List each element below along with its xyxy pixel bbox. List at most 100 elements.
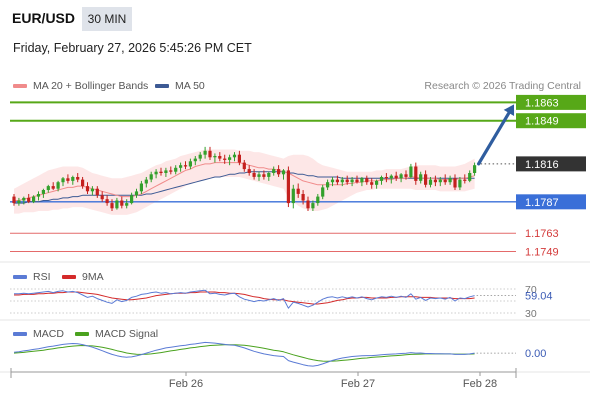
- candle-body-21: [115, 200, 119, 209]
- rsi-legend-swatch: [13, 275, 27, 279]
- price-tag-bg-2: [516, 156, 586, 172]
- candle-body-80: [404, 174, 408, 177]
- candle-body-83: [419, 174, 423, 181]
- candle-body-13: [76, 177, 80, 180]
- candle-body-41: [213, 156, 217, 158]
- candle-body-68: [345, 179, 349, 183]
- timeframe-badge[interactable]: 30 MIN: [82, 7, 132, 31]
- candle-body-45: [232, 154, 237, 158]
- candle-body-82: [414, 166, 418, 181]
- time-axis: Feb 26 Feb 27 Feb 28: [10, 368, 517, 390]
- forecast-arrow-shaft: [477, 111, 511, 166]
- candle-body-19: [105, 199, 109, 204]
- candle-body-50: [257, 174, 261, 177]
- candle-body-27: [144, 179, 148, 184]
- candle-body-2: [22, 197, 26, 201]
- candle-body-39: [203, 150, 207, 155]
- candle-body-60: [306, 200, 310, 209]
- candle-body-73: [370, 182, 374, 185]
- candle-body-85: [428, 179, 433, 185]
- macd-signal-line: [13, 344, 475, 362]
- candle-body-12: [71, 177, 75, 181]
- candle-body-8: [51, 186, 55, 189]
- rsi-last-value: 59.04: [525, 291, 553, 303]
- ma50-legend-swatch: [155, 84, 169, 88]
- candle-body-14: [81, 179, 85, 187]
- candles-layer: [12, 146, 477, 211]
- candle-body-94: [473, 165, 477, 173]
- candle-body-37: [193, 158, 197, 162]
- candle-body-72: [365, 178, 369, 183]
- rsi-ma-legend-label: 9MA: [82, 271, 104, 283]
- price-tag-bg-0: [516, 94, 586, 110]
- price-levels-layer: 1.1863 1.1849 1.1816 1.1787 1.1763 1.1749: [10, 94, 586, 259]
- candle-body-91: [458, 179, 462, 188]
- candle-body-44: [228, 157, 232, 160]
- candle-body-4: [32, 196, 36, 202]
- candle-body-26: [139, 183, 143, 192]
- ma50-legend-label: MA 50: [175, 80, 205, 92]
- candle-body-7: [46, 186, 50, 190]
- candle-body-87: [438, 179, 442, 183]
- candle-body-54: [277, 169, 281, 175]
- candle-body-42: [218, 156, 222, 159]
- candle-body-84: [424, 174, 428, 185]
- forecast-arrow-layer: [477, 104, 515, 166]
- candle-body-70: [355, 179, 359, 183]
- price-tag-bg-3: [516, 194, 586, 210]
- candle-body-69: [350, 179, 354, 183]
- candle-body-57: [291, 188, 295, 204]
- timestamp: Friday, February 27, 2026 5:45:26 PM CET: [13, 41, 252, 55]
- candle-body-75: [379, 177, 384, 181]
- candle-body-17: [95, 188, 99, 196]
- bollinger-band-layer: [14, 149, 475, 215]
- candle-body-33: [174, 167, 178, 172]
- candle-body-56: [286, 170, 290, 204]
- candle-body-53: [272, 169, 276, 173]
- bollinger-band-area: [14, 149, 475, 215]
- price-tag-label-5: 1.1749: [525, 247, 559, 259]
- candle-body-40: [208, 150, 212, 158]
- price-tag-label-1: 1.1849: [525, 116, 559, 128]
- rsi-ref-label-30: 30: [525, 308, 537, 320]
- rsi-line: [14, 289, 475, 309]
- candle-body-23: [125, 203, 129, 206]
- candle-body-6: [41, 190, 45, 194]
- candle-body-11: [66, 178, 70, 181]
- candle-body-51: [262, 174, 266, 177]
- candle-body-5: [36, 194, 41, 197]
- candle-body-16: [90, 188, 94, 192]
- candle-body-0: [12, 196, 16, 204]
- candle-body-18: [100, 195, 104, 200]
- price-tag-label-4: 1.1763: [525, 228, 559, 240]
- rsi-ma-legend-swatch: [62, 275, 76, 279]
- candle-body-30: [159, 171, 163, 173]
- candle-body-77: [389, 175, 393, 179]
- ma20-legend-swatch: [13, 84, 27, 88]
- macd-signal-legend-label: MACD Signal: [95, 328, 159, 340]
- candle-body-64: [326, 182, 330, 188]
- candle-body-58: [296, 188, 300, 194]
- candle-body-31: [164, 170, 168, 173]
- candle-body-61: [311, 203, 315, 209]
- price-tag-label-3: 1.1787: [525, 197, 559, 209]
- candle-body-43: [223, 158, 227, 160]
- candle-body-34: [179, 165, 183, 168]
- candle-body-66: [335, 179, 339, 183]
- candle-body-67: [340, 179, 344, 183]
- candle-body-49: [252, 173, 256, 177]
- candle-body-71: [360, 178, 364, 183]
- candle-body-88: [443, 179, 447, 183]
- rsi-ref-label-70: 70: [525, 284, 537, 296]
- candle-body-20: [110, 203, 114, 209]
- candle-body-28: [149, 174, 153, 180]
- ma20-legend-label: MA 20 + Bollinger Bands: [33, 80, 149, 92]
- candle-body-1: [17, 200, 21, 204]
- candle-body-29: [154, 171, 158, 175]
- candle-body-52: [267, 173, 271, 177]
- candle-body-81: [409, 166, 413, 177]
- macd-line: [13, 341, 475, 367]
- candle-body-35: [183, 165, 188, 167]
